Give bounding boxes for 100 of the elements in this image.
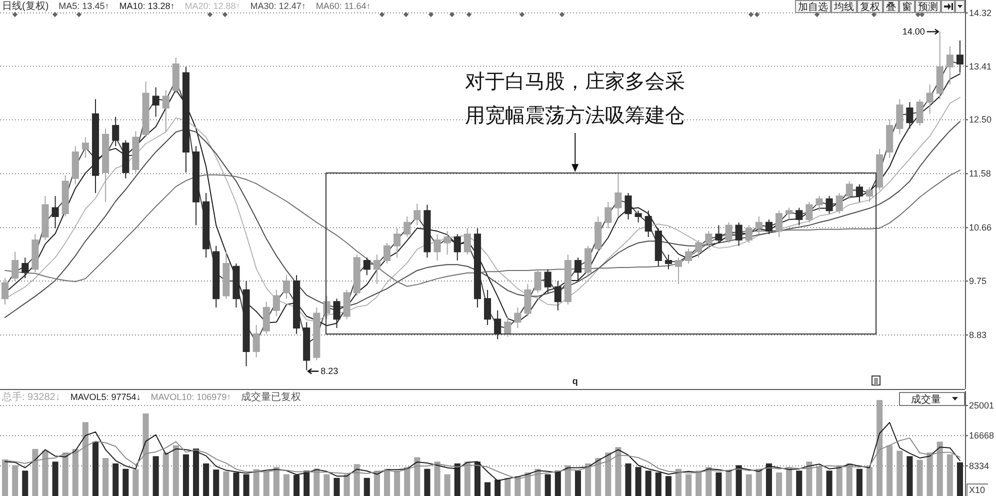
candlestick <box>806 201 813 223</box>
bar <box>82 422 88 496</box>
candlestick <box>383 242 391 264</box>
candlestick <box>444 230 451 256</box>
bar <box>304 470 310 496</box>
bar <box>595 458 602 496</box>
candlestick <box>414 203 421 226</box>
candlestick <box>62 174 69 217</box>
bar <box>534 468 541 496</box>
annotation: 叠 <box>886 2 896 13</box>
candlestick <box>514 306 522 328</box>
bar <box>152 456 159 496</box>
bar <box>172 445 179 496</box>
candlestick <box>906 102 914 129</box>
y-tick-label: 8.83 <box>969 330 987 340</box>
bar <box>22 470 28 496</box>
bar <box>42 450 48 496</box>
candlestick <box>614 173 622 217</box>
annotation: 复权 <box>860 1 880 13</box>
bar <box>846 463 852 496</box>
text: MA5: 13.45↑ <box>58 1 110 11</box>
annotation: 预测 <box>918 1 938 13</box>
candlestick <box>132 130 140 173</box>
y-tick-label: 8334 <box>969 460 990 471</box>
annotation: 成交量 <box>911 394 941 406</box>
bar <box>756 468 762 496</box>
candlestick <box>112 116 120 147</box>
bar <box>686 474 692 496</box>
candlestick <box>52 195 59 229</box>
bar <box>414 457 420 496</box>
candlestick <box>725 222 732 244</box>
candlestick <box>42 195 49 240</box>
candlestick <box>554 280 562 311</box>
chart-title: 日线(复权) <box>2 0 49 12</box>
candlestick <box>755 216 762 235</box>
candlestick <box>2 278 9 306</box>
candlestick <box>142 81 150 138</box>
candlestick <box>826 195 833 214</box>
candlestick <box>695 239 702 258</box>
bar <box>203 463 210 496</box>
candlestick <box>836 192 843 214</box>
bar <box>344 474 350 496</box>
bar <box>243 474 250 496</box>
bar <box>706 467 712 496</box>
bar <box>605 452 612 496</box>
bar <box>444 474 450 496</box>
annotation: q <box>572 376 578 386</box>
candlestick <box>172 57 180 94</box>
y-tick-label: 13.41 <box>969 61 992 72</box>
bar <box>716 472 722 496</box>
bar <box>384 468 390 496</box>
bar <box>696 470 702 496</box>
candlestick <box>936 31 944 100</box>
candlestick <box>705 230 712 250</box>
bar <box>896 450 903 496</box>
candlestick <box>866 186 874 202</box>
candlestick <box>182 66 190 173</box>
candlestick <box>262 301 270 334</box>
candlestick <box>22 257 29 279</box>
bar <box>766 463 772 496</box>
bar <box>62 452 68 496</box>
bar <box>796 470 802 496</box>
bar <box>132 469 139 496</box>
bar <box>856 468 862 496</box>
candlestick <box>604 201 612 229</box>
annotation: 成交量已复权 <box>241 391 302 403</box>
candlestick <box>675 257 682 284</box>
candlestick <box>343 289 350 320</box>
candlestick <box>544 268 552 294</box>
bar <box>615 447 622 496</box>
bar <box>936 442 943 496</box>
candlestick <box>434 234 441 262</box>
candlestick <box>956 40 964 74</box>
bar <box>404 467 410 496</box>
bar <box>424 468 430 496</box>
bar <box>294 475 300 496</box>
bar <box>625 463 632 496</box>
candlestick <box>222 251 230 300</box>
annotation: 加自选 <box>798 1 828 13</box>
candlestick <box>454 234 461 262</box>
bar <box>112 463 119 496</box>
bar <box>102 458 109 496</box>
bar <box>72 448 78 496</box>
candlestick <box>102 128 110 202</box>
candlestick <box>574 257 582 282</box>
bar <box>806 462 812 496</box>
y-tick-label: 9.75 <box>969 276 987 286</box>
candlestick <box>886 119 894 158</box>
bar <box>314 468 320 496</box>
candlestick <box>232 262 240 308</box>
candlestick <box>333 298 340 328</box>
candlestick <box>122 140 130 179</box>
bar <box>736 465 742 496</box>
line-series <box>4 170 960 287</box>
y-axis-title: X10 <box>969 485 986 495</box>
bar <box>564 465 571 496</box>
y-tick-label: 12.50 <box>969 114 992 125</box>
candlestick <box>786 207 793 220</box>
candlestick <box>846 180 853 200</box>
bar <box>585 463 592 496</box>
